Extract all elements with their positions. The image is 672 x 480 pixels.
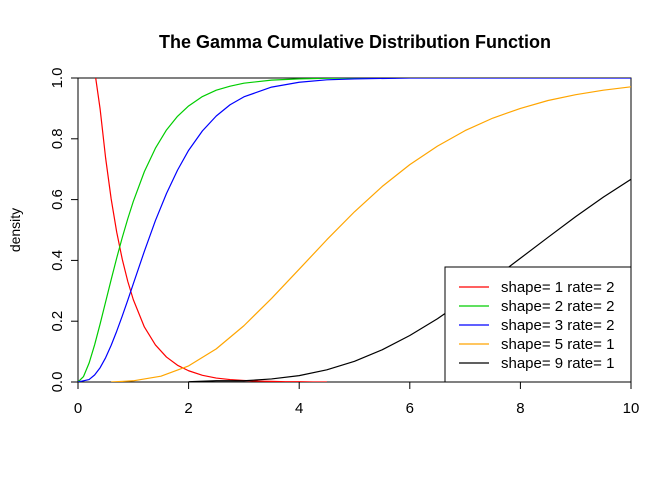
series-line-2 xyxy=(78,78,396,382)
series-line-1 xyxy=(95,78,327,382)
x-tick-label: 8 xyxy=(516,400,524,417)
y-axis-label: density xyxy=(7,208,23,252)
series-line-4 xyxy=(111,86,631,382)
legend-entry-label: shape= 1 rate= 2 xyxy=(501,279,614,296)
x-tick-label: 10 xyxy=(623,400,640,417)
x-tick-label: 2 xyxy=(184,400,192,417)
legend-entry-label: shape= 2 rate= 2 xyxy=(501,298,614,315)
series-line-5 xyxy=(188,178,631,382)
x-tick-label: 6 xyxy=(406,400,414,417)
series-line-3 xyxy=(78,78,631,382)
x-axis: 0 2 4 6 8 10 xyxy=(74,381,640,417)
legend-entry-label: shape= 3 rate= 2 xyxy=(501,317,614,334)
y-tick-label: 0.2 xyxy=(49,311,66,332)
legend: shape= 1 rate= 2 shape= 2 rate= 2 shape= 3… xyxy=(444,266,632,383)
series-layer xyxy=(78,78,631,382)
y-tick-label: 0.0 xyxy=(49,372,66,393)
y-axis: 0.0 0.2 0.4 0.6 0.8 1.0 xyxy=(49,68,79,393)
y-tick-label: 1.0 xyxy=(49,68,66,89)
y-tick-label: 0.6 xyxy=(49,189,66,210)
chart-title: The Gamma Cumulative Distribution Functi… xyxy=(159,32,551,52)
y-tick-label: 0.8 xyxy=(49,128,66,149)
x-tick-label: 0 xyxy=(74,400,82,417)
legend-entry-label: shape= 5 rate= 1 xyxy=(501,336,614,353)
legend-entry-label: shape= 9 rate= 1 xyxy=(501,355,614,372)
x-tick-label: 4 xyxy=(295,400,303,417)
y-tick-label: 0.4 xyxy=(49,250,66,271)
